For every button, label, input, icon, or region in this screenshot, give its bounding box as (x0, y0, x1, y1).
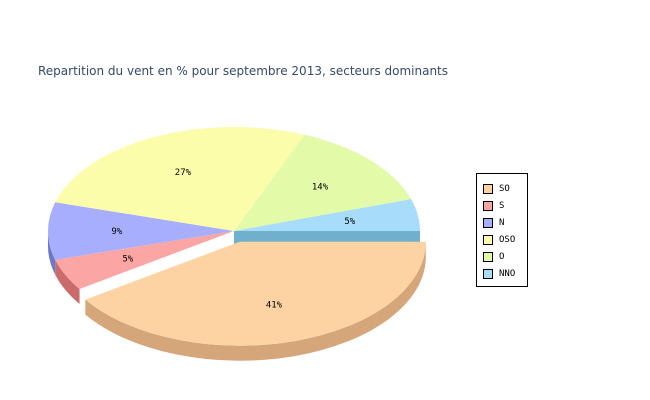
legend-label: N (499, 218, 505, 228)
legend-swatch (483, 201, 493, 211)
chart-title: Repartition du vent en % pour septembre … (38, 64, 449, 78)
slice-label-OSO: 27% (175, 168, 192, 178)
legend-swatch (483, 252, 493, 262)
pie-slice-N (47, 202, 234, 260)
legend-item-NNO: NNO (483, 267, 515, 281)
slice-label-O: 14% (312, 183, 329, 193)
pie-slice-SO (85, 241, 426, 346)
slice-side-SO (85, 241, 426, 361)
legend-label: S (499, 201, 505, 211)
pie-slice-S (55, 231, 234, 289)
slice-label-SO: 41% (266, 300, 283, 310)
slice-label-S: 5% (122, 255, 133, 265)
legend-label: NNO (499, 269, 516, 279)
slice-label-N: 9% (111, 227, 122, 237)
legend-swatch (483, 235, 493, 245)
slice-label-NNO: 5% (344, 217, 355, 227)
legend-label: OSO (499, 235, 516, 245)
slice-side-N (48, 231, 56, 275)
legend-label: O (499, 252, 505, 262)
legend-label: SO (499, 184, 510, 194)
legend-item-N: N (483, 216, 504, 230)
legend-item-S: S (483, 199, 504, 213)
slice-side-S (55, 259, 80, 304)
pie-slice-NNO (234, 199, 420, 231)
legend-item-O: O (483, 250, 504, 264)
legend-swatch (483, 269, 493, 279)
legend-swatch (483, 184, 493, 194)
pie-slice-O (234, 134, 412, 231)
legend-item-SO: SO (483, 182, 510, 196)
legend: SO S N OSO O NNO (476, 173, 528, 287)
legend-item-OSO: OSO (483, 233, 515, 247)
pie-slice-OSO (55, 127, 305, 231)
legend-swatch (483, 218, 493, 228)
